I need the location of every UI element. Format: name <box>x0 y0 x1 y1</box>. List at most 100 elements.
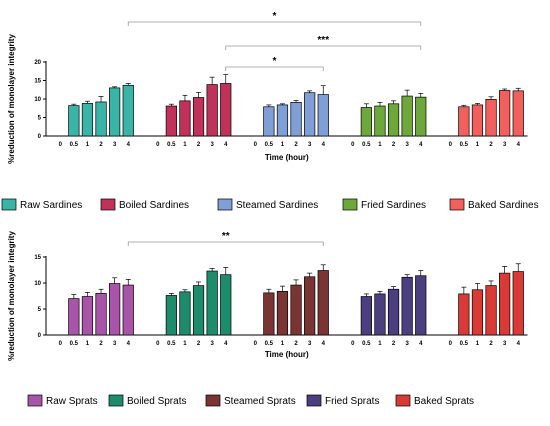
bar <box>81 296 94 336</box>
legend-label: Fried Sprats <box>325 396 379 407</box>
x-tick-label: 4 <box>322 341 326 347</box>
legend-item: Baked Sardines <box>449 198 539 211</box>
legend-swatch <box>1 198 17 211</box>
bar <box>81 103 94 137</box>
x-tick-label: 2 <box>489 142 493 148</box>
series-raw-sprats: 0 0.5 1 2 3 4 <box>59 277 134 347</box>
x-tick-label: 3 <box>308 341 312 347</box>
bar <box>68 105 80 137</box>
x-tick-label: 4 <box>127 142 131 148</box>
x-tick-label: 2 <box>197 341 201 347</box>
x-tick-label: 0 <box>156 341 160 347</box>
y-axis-label: %reduction of monolayer integrity <box>7 34 16 164</box>
y-tick-label: 5 <box>38 307 42 313</box>
legend: Raw Sprats Boiled Sprats Steamed Sprats Fri… <box>27 394 474 407</box>
legend-item: Boiled Sprats <box>108 394 186 407</box>
bracket-line <box>225 45 422 50</box>
bar <box>387 103 400 137</box>
x-tick-label: 2 <box>489 341 493 347</box>
bar <box>290 284 302 336</box>
significance-bracket: * <box>225 56 324 71</box>
bar <box>206 270 218 336</box>
bar <box>360 107 372 137</box>
x-tick-label: 0.5 <box>70 142 79 148</box>
bar <box>109 283 121 336</box>
x-tick-label: 0 <box>449 341 453 347</box>
x-tick-label: 1 <box>378 341 382 347</box>
bar <box>179 100 191 137</box>
legend-item: Boiled Sardines <box>100 198 189 211</box>
significance-label: *** <box>317 35 329 46</box>
series-boiled-sprats: 0 0.5 1 2 3 4 <box>156 267 232 347</box>
bar <box>95 293 107 336</box>
x-tick-label: 0 <box>449 142 453 148</box>
bar <box>512 90 524 137</box>
x-axis-label: Time (hour) <box>265 153 309 162</box>
significance-label: * <box>273 56 277 67</box>
x-tick-label: 3 <box>210 142 214 148</box>
x-tick-label: 0 <box>351 142 355 148</box>
bar <box>317 94 329 137</box>
legend-item: Raw Sardines <box>1 198 82 211</box>
legend-swatch <box>449 198 465 211</box>
x-tick-label: 1 <box>476 142 480 148</box>
legend-swatch <box>100 198 116 211</box>
bar <box>276 290 289 336</box>
bar <box>179 291 191 336</box>
bar <box>360 296 372 336</box>
x-tick-label: 0 <box>59 142 63 148</box>
bar <box>458 293 470 336</box>
bar <box>304 276 316 336</box>
x-tick-label: 1 <box>86 341 90 347</box>
bar <box>109 87 121 137</box>
x-tick-label: 0 <box>254 142 258 148</box>
legend-swatch <box>342 198 358 211</box>
x-tick-label: 3 <box>308 142 312 148</box>
y-axis-label: %reduction of monolayer integrity <box>7 231 16 361</box>
y-tick-label: 15 <box>34 255 41 261</box>
legend-label: Baked Sardines <box>468 200 539 211</box>
x-tick-label: 0 <box>156 142 160 148</box>
bracket-line <box>225 66 324 71</box>
legend-item: Steamed Sardines <box>217 198 318 211</box>
legend-item: Fried Sprats <box>306 394 379 407</box>
bar <box>415 96 427 137</box>
y-tick-label: 5 <box>38 116 42 122</box>
bar <box>401 276 413 336</box>
x-tick-label: 4 <box>419 341 423 347</box>
x-tick-label: 4 <box>224 142 228 148</box>
series-baked-sardines: 0 0.5 1 2 3 4 <box>449 87 524 148</box>
x-tick-label: 0.5 <box>362 142 371 148</box>
legend-label: Raw Sprats <box>46 396 98 407</box>
bar <box>458 106 470 137</box>
x-tick-label: 4 <box>127 341 131 347</box>
bar <box>192 97 205 137</box>
x-tick-label: 3 <box>503 142 507 148</box>
x-tick-label: 3 <box>113 341 117 347</box>
series-baked-sprats: 0 0.5 1 2 3 4 <box>449 263 524 347</box>
bar <box>485 285 497 336</box>
y-tick-label: 10 <box>34 281 41 287</box>
legend-swatch <box>108 394 124 407</box>
x-axis-label: Time (hour) <box>265 350 309 359</box>
y-tick-label: 10 <box>34 97 41 103</box>
bar <box>317 270 329 336</box>
x-tick-label: 0 <box>59 341 63 347</box>
series-fried-sprats: 0 0.5 1 2 3 4 <box>351 270 427 347</box>
series-raw-sardines: 0 0.5 1 2 3 4 <box>59 83 134 148</box>
x-tick-label: 0.5 <box>70 341 79 347</box>
significance-bracket: *** <box>225 35 422 50</box>
legend-swatch <box>395 394 411 407</box>
legend-item: Baked Sprats <box>395 394 474 407</box>
legend-label: Boiled Sprats <box>127 396 186 407</box>
bar <box>68 298 80 336</box>
y-tick-label: 0 <box>38 333 42 339</box>
bar <box>263 292 275 336</box>
x-tick-label: 2 <box>392 142 396 148</box>
bar <box>263 106 275 137</box>
x-tick-label: 0.5 <box>265 142 274 148</box>
bracket-line <box>127 241 324 246</box>
bar <box>276 104 289 137</box>
